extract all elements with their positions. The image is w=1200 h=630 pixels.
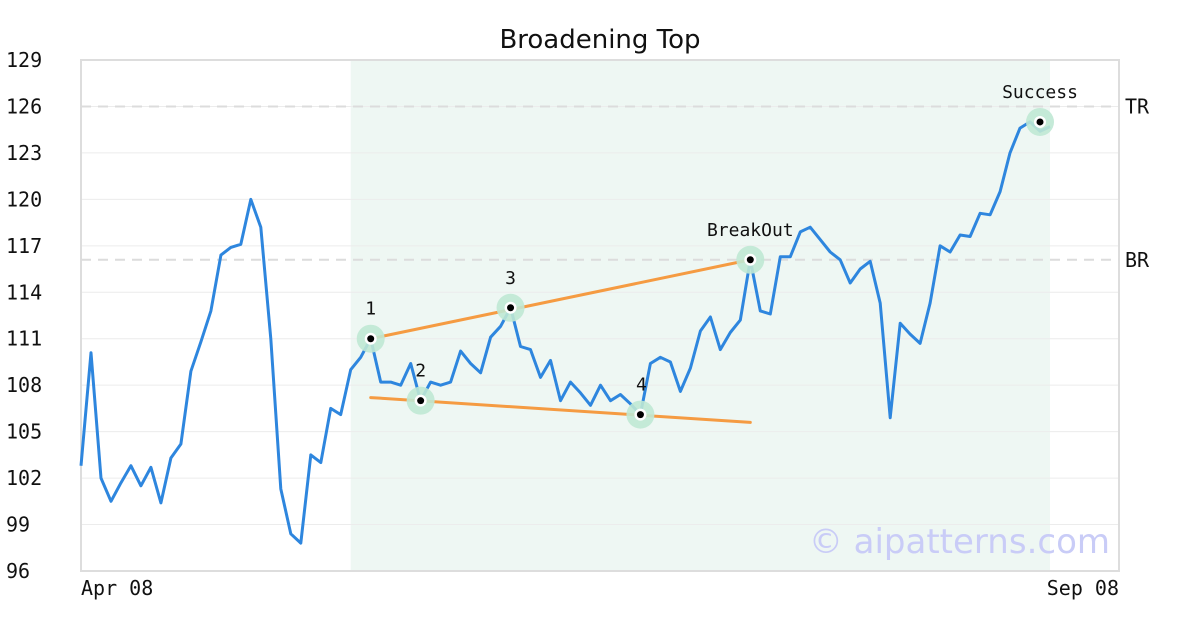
point-dot-2 <box>417 397 425 405</box>
y-tick-label: 99 <box>6 513 30 537</box>
point-label-3: 3 <box>505 268 516 289</box>
y-axis: 96 99 102 105 108 111 114 117 120 123 126 129 <box>6 48 42 583</box>
x-tick-start: Apr 08 <box>81 576 153 600</box>
y-tick-label: 114 <box>6 280 42 304</box>
y-tick-label: 102 <box>6 466 42 490</box>
point-dot-success <box>1036 118 1044 126</box>
point-label-1: 1 <box>365 299 376 320</box>
point-dot-3 <box>507 304 515 312</box>
y-tick-label: 117 <box>6 234 42 258</box>
point-label-4: 4 <box>636 375 647 396</box>
chart-title: Broadening Top <box>499 25 700 55</box>
pattern-points: 1 2 3 4 BreakOut Success <box>356 82 1078 429</box>
point-label-success: Success <box>1002 82 1078 103</box>
y-tick-label: 123 <box>6 141 42 165</box>
price-line <box>79 120 1051 545</box>
watermark: © aipatterns.com <box>809 522 1110 562</box>
y-tick-label: 120 <box>6 187 42 211</box>
plot-frame <box>80 59 1120 572</box>
point-dot-4 <box>636 411 644 419</box>
y-tick-label: 111 <box>6 327 42 351</box>
y-tick-label: 96 <box>6 559 30 583</box>
y-tick-label: 129 <box>6 48 42 72</box>
level-label-br: BR <box>1125 248 1150 272</box>
x-tick-end: Sep 08 <box>1047 576 1119 600</box>
levels: TR BR <box>81 94 1150 272</box>
point-dot-1 <box>367 335 375 343</box>
y-tick-label: 105 <box>6 420 42 444</box>
point-label-breakout: BreakOut <box>707 220 794 241</box>
y-tick-label: 126 <box>6 94 42 118</box>
level-label-tr: TR <box>1125 94 1150 118</box>
point-dot-breakout <box>746 256 754 264</box>
point-label-2: 2 <box>415 361 426 382</box>
upper-trendline <box>369 258 752 341</box>
pattern-region-shade <box>350 61 1050 570</box>
y-tick-label: 108 <box>6 373 42 397</box>
pattern-region <box>350 61 1050 570</box>
